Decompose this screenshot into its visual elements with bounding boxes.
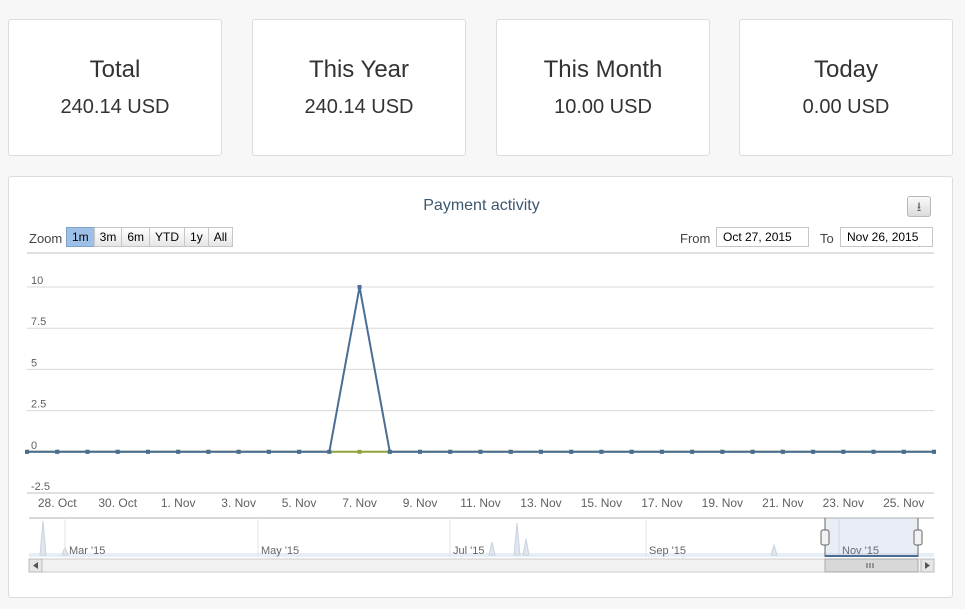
navigator-spike bbox=[770, 543, 778, 556]
data-point bbox=[599, 449, 604, 454]
x-tick-label: 25. Nov bbox=[883, 496, 924, 510]
summary-card-total: Total 240.14 USD bbox=[8, 19, 222, 156]
payment-activity-panel: Payment activity ⭳ Zoom 1m 3m 6m YTD 1y … bbox=[8, 176, 953, 598]
data-point bbox=[569, 449, 574, 454]
data-point bbox=[780, 449, 785, 454]
data-point bbox=[690, 449, 695, 454]
data-point bbox=[55, 449, 60, 454]
x-tick-label: 23. Nov bbox=[823, 496, 864, 510]
navigator-handle[interactable] bbox=[913, 529, 923, 546]
data-point bbox=[901, 449, 906, 454]
export-button[interactable]: ⭳ bbox=[907, 196, 931, 217]
x-tick-label: 17. Nov bbox=[641, 496, 682, 510]
data-point bbox=[206, 449, 211, 454]
card-title: Total bbox=[89, 56, 141, 83]
x-tick-label: 21. Nov bbox=[762, 496, 803, 510]
navigator-spike bbox=[513, 522, 521, 556]
data-point bbox=[478, 449, 483, 454]
navigator-label: Mar '15 bbox=[69, 545, 105, 557]
zoom-buttons: 1m 3m 6m YTD 1y All bbox=[66, 227, 234, 247]
x-tick-label: 7. Nov bbox=[342, 496, 377, 510]
data-point bbox=[236, 449, 241, 454]
download-icon: ⭳ bbox=[916, 199, 922, 214]
chart-title: Payment activity bbox=[423, 197, 540, 214]
navigator-spike bbox=[488, 541, 496, 556]
to-date-input[interactable]: Nov 26, 2015 bbox=[840, 227, 933, 247]
zoom-1m-button[interactable]: 1m bbox=[66, 227, 95, 247]
x-tick-label: 30. Oct bbox=[98, 496, 137, 510]
x-tick-label: 9. Nov bbox=[403, 496, 438, 510]
navigator-label: May '15 bbox=[261, 545, 299, 557]
navigator-label: Jul '15 bbox=[453, 545, 484, 557]
y-tick-label: 7.5 bbox=[31, 316, 46, 328]
navigator-spike bbox=[39, 520, 47, 556]
data-point bbox=[266, 449, 271, 454]
data-point bbox=[932, 449, 936, 454]
data-point bbox=[357, 285, 362, 289]
data-point bbox=[418, 449, 423, 454]
data-point bbox=[25, 449, 29, 454]
zoom-1y-button[interactable]: 1y bbox=[184, 227, 209, 247]
data-point bbox=[387, 449, 392, 454]
scrollbar-track[interactable] bbox=[28, 558, 935, 573]
scroll-right-arrow-icon bbox=[925, 562, 930, 569]
data-point bbox=[176, 449, 181, 454]
navigator-baseline bbox=[29, 553, 934, 557]
to-label: To bbox=[820, 231, 834, 246]
x-tick-label: 15. Nov bbox=[581, 496, 622, 510]
y-tick-label: -2.5 bbox=[31, 481, 50, 493]
navigator-handle[interactable] bbox=[820, 529, 830, 546]
from-date-input[interactable]: Oct 27, 2015 bbox=[716, 227, 809, 247]
data-point bbox=[720, 449, 725, 454]
data-point bbox=[357, 449, 362, 454]
card-title: Today bbox=[813, 56, 879, 83]
data-point bbox=[115, 449, 120, 454]
zoom-all-button[interactable]: All bbox=[207, 227, 234, 247]
y-tick-label: 2.5 bbox=[31, 399, 46, 411]
x-tick-label: 13. Nov bbox=[520, 496, 561, 510]
data-point bbox=[448, 449, 453, 454]
x-tick-label: 1. Nov bbox=[161, 496, 196, 510]
x-tick-label: 3. Nov bbox=[221, 496, 256, 510]
navigator-spike bbox=[522, 538, 530, 556]
data-point bbox=[659, 449, 664, 454]
from-label: From bbox=[680, 231, 711, 246]
card-title: This Year bbox=[308, 56, 410, 83]
navigator-label: Sep '15 bbox=[649, 545, 686, 557]
data-point bbox=[538, 449, 543, 454]
summary-card-today: Today 0.00 USD bbox=[739, 19, 953, 156]
card-value: 240.14 USD bbox=[304, 96, 414, 118]
card-value: 10.00 USD bbox=[554, 96, 652, 118]
card-value: 0.00 USD bbox=[802, 96, 890, 118]
x-tick-label: 11. Nov bbox=[460, 496, 500, 510]
data-point bbox=[811, 449, 816, 454]
data-point bbox=[145, 449, 150, 454]
card-title: This Month bbox=[543, 56, 663, 83]
data-point bbox=[750, 449, 755, 454]
navigator-selection bbox=[825, 518, 918, 557]
card-value: 240.14 USD bbox=[60, 96, 170, 118]
data-point bbox=[508, 449, 513, 454]
summary-card-month: This Month 10.00 USD bbox=[496, 19, 710, 156]
zoom-label: Zoom bbox=[29, 231, 63, 246]
scrollbar-thumb[interactable] bbox=[824, 558, 919, 573]
y-tick-label: 10 bbox=[31, 275, 43, 287]
scroll-left-arrow-icon bbox=[33, 562, 38, 569]
data-point bbox=[871, 449, 876, 454]
data-point bbox=[85, 449, 90, 454]
payment-activity-chart: 10 7.5 5 2.5 0 -2.5 28. Oct 30. Oct 1. Nov 3. No… bbox=[25, 252, 936, 573]
summary-card-year: This Year 240.14 USD bbox=[252, 19, 466, 156]
data-point bbox=[297, 449, 302, 454]
navigator-label: Nov '15 bbox=[842, 545, 879, 557]
data-point bbox=[841, 449, 846, 454]
y-tick-label: 5 bbox=[31, 357, 37, 369]
data-point bbox=[327, 449, 332, 454]
x-tick-label: 28. Oct bbox=[38, 496, 77, 510]
y-tick-label: 0 bbox=[31, 440, 37, 452]
x-tick-label: 5. Nov bbox=[282, 496, 317, 510]
x-tick-label: 19. Nov bbox=[702, 496, 743, 510]
data-point bbox=[629, 449, 634, 454]
